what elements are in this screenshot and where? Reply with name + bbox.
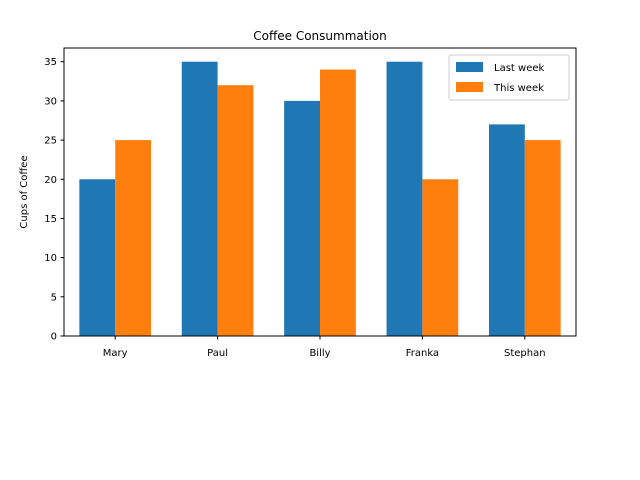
x-axis: Mary Paul Billy Franka Stephan <box>103 336 546 359</box>
x-tick-label: Mary <box>103 348 128 359</box>
bar-last-week-mary <box>79 179 116 336</box>
y-tick-label: 10 <box>44 253 57 264</box>
y-tick-label: 15 <box>44 214 57 225</box>
legend: Last week This week <box>448 54 570 101</box>
chart-title: Coffee Consummation <box>253 29 386 43</box>
y-tick-label: 0 <box>51 332 57 343</box>
bars-group <box>79 61 561 337</box>
bar-this-week-paul <box>217 85 254 336</box>
legend-swatch <box>456 82 483 92</box>
y-tick-label: 30 <box>44 96 57 107</box>
bar-last-week-billy <box>284 100 320 337</box>
plot-frame <box>63 47 577 337</box>
legend-label: Last week <box>494 63 544 74</box>
bar-last-week-franka <box>386 61 423 336</box>
y-axis: 0 5 10 15 20 25 30 35 <box>44 57 64 343</box>
y-tick-label: 20 <box>44 175 57 186</box>
x-tick-label: Stephan <box>504 348 546 359</box>
x-tick-label: Franka <box>406 348 439 359</box>
x-tick-label: Paul <box>207 348 228 359</box>
y-tick-label: 5 <box>51 292 57 303</box>
y-tick-label: 35 <box>44 57 57 68</box>
bar-last-week-paul <box>181 61 218 336</box>
legend-label: This week <box>493 83 544 94</box>
bar-this-week-billy <box>320 69 356 336</box>
bar-this-week-stephan <box>524 140 561 336</box>
bar-last-week-stephan <box>488 124 525 336</box>
y-tick-label: 25 <box>44 136 57 147</box>
legend-swatch <box>456 62 483 72</box>
bar-this-week-mary <box>115 140 152 336</box>
y-axis-label: Cups of Coffee <box>19 155 30 228</box>
x-tick-label: Billy <box>309 348 330 359</box>
bar-this-week-franka <box>422 179 459 336</box>
